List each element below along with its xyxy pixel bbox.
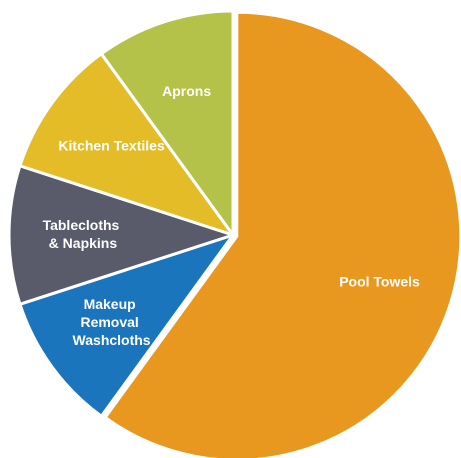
pie-slice bbox=[103, 10, 461, 458]
slice-label: Kitchen Textiles bbox=[58, 137, 165, 153]
pie-slice bbox=[18, 232, 237, 419]
slice-label: Makeup Removal Washcloths bbox=[73, 296, 151, 348]
slice-label: Aprons bbox=[162, 83, 211, 99]
pie-slice bbox=[7, 163, 238, 307]
slice-label: Tablecloths & Napkins bbox=[43, 217, 124, 251]
pie-slice bbox=[18, 51, 237, 238]
pie-slice bbox=[99, 9, 235, 240]
slice-label: Pool Towels bbox=[339, 273, 420, 289]
